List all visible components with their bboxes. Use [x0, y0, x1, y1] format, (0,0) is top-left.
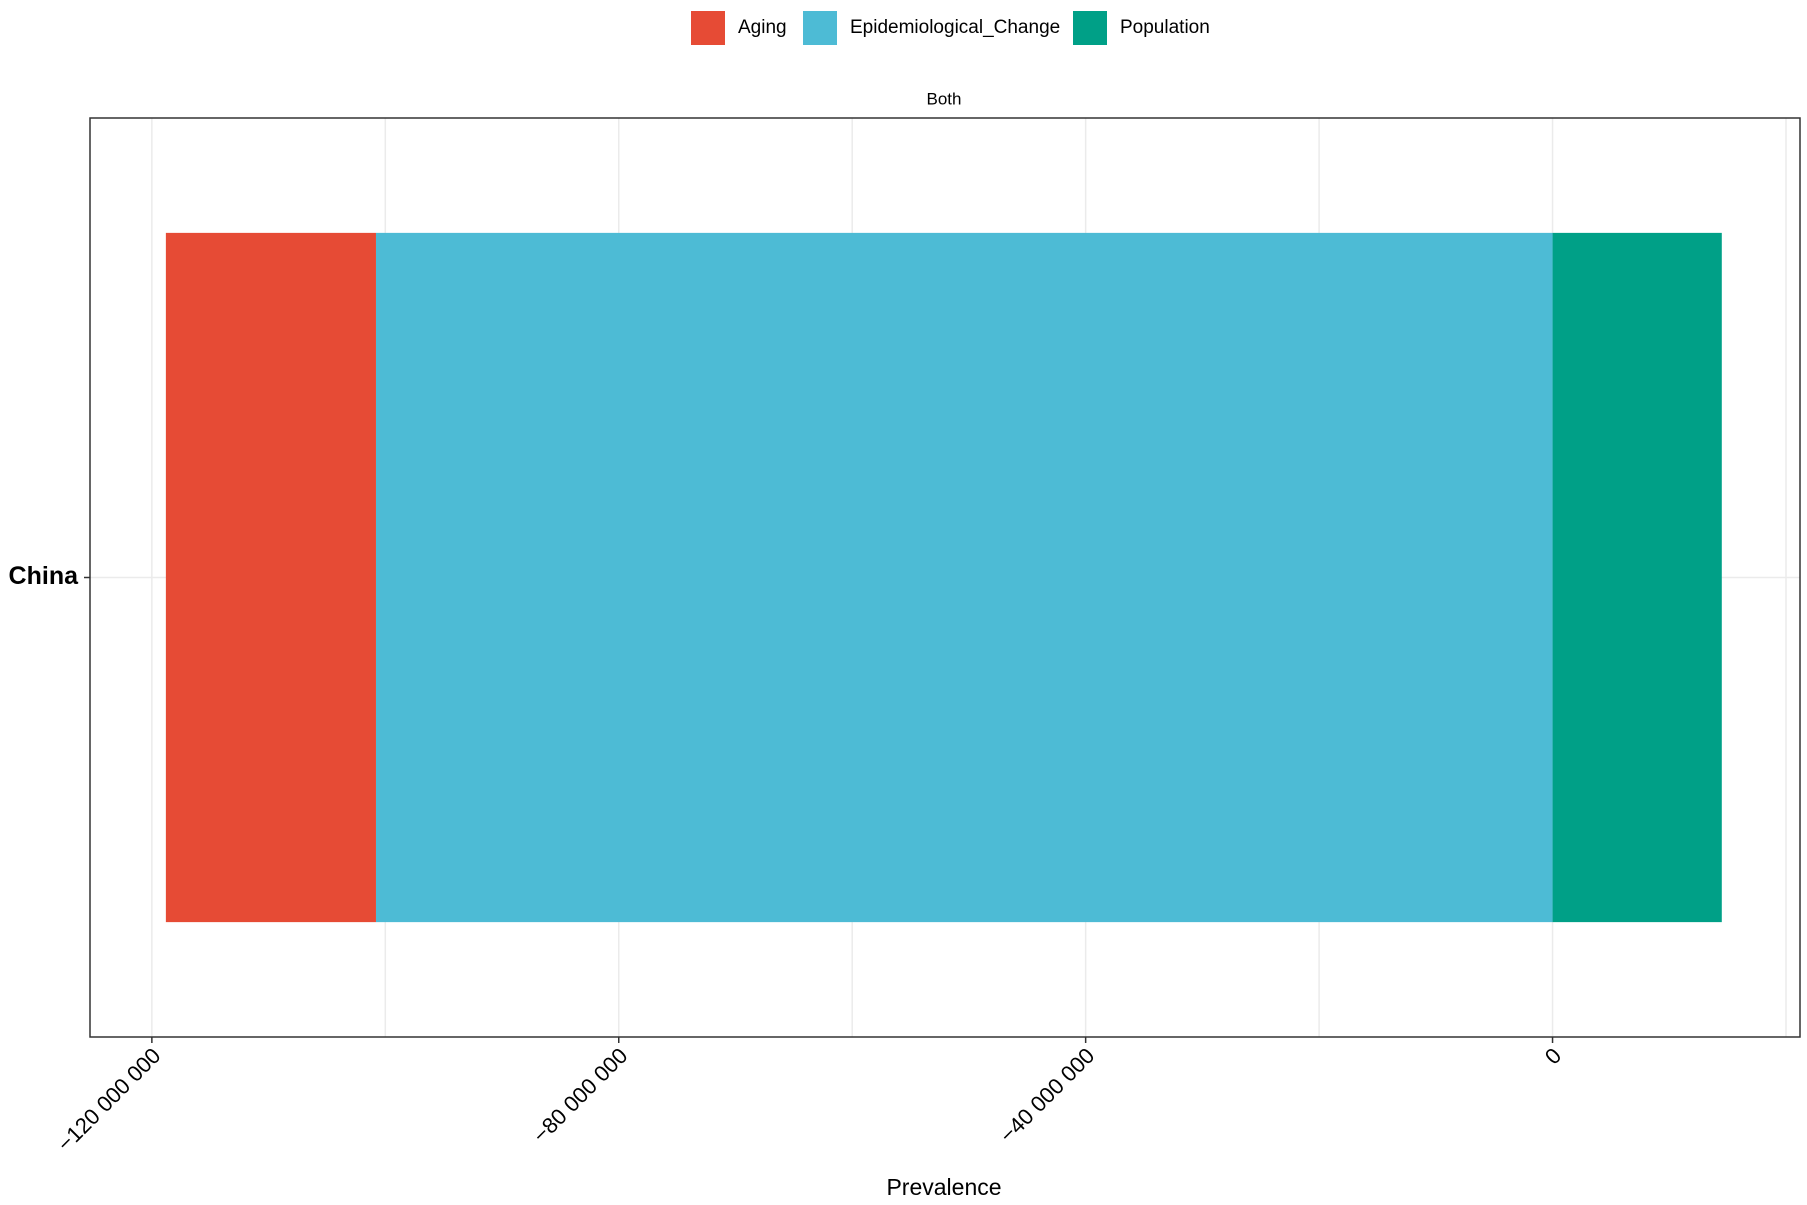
- panel-border: [89, 117, 1801, 1038]
- legend-label: Aging: [738, 17, 787, 38]
- x-axis-title: Prevalence: [886, 1174, 1001, 1200]
- legend-label: Epidemiological_Change: [850, 17, 1060, 38]
- bar: [165, 232, 376, 923]
- legend-swatch: [691, 11, 725, 45]
- facet-label: Both: [927, 89, 962, 108]
- bar: [1552, 232, 1722, 923]
- legend-swatch: [803, 11, 837, 45]
- bar: [375, 232, 1553, 923]
- legend-label: Population: [1120, 17, 1210, 38]
- legend-swatch: [1073, 11, 1107, 45]
- y-tick-label: China: [9, 562, 80, 590]
